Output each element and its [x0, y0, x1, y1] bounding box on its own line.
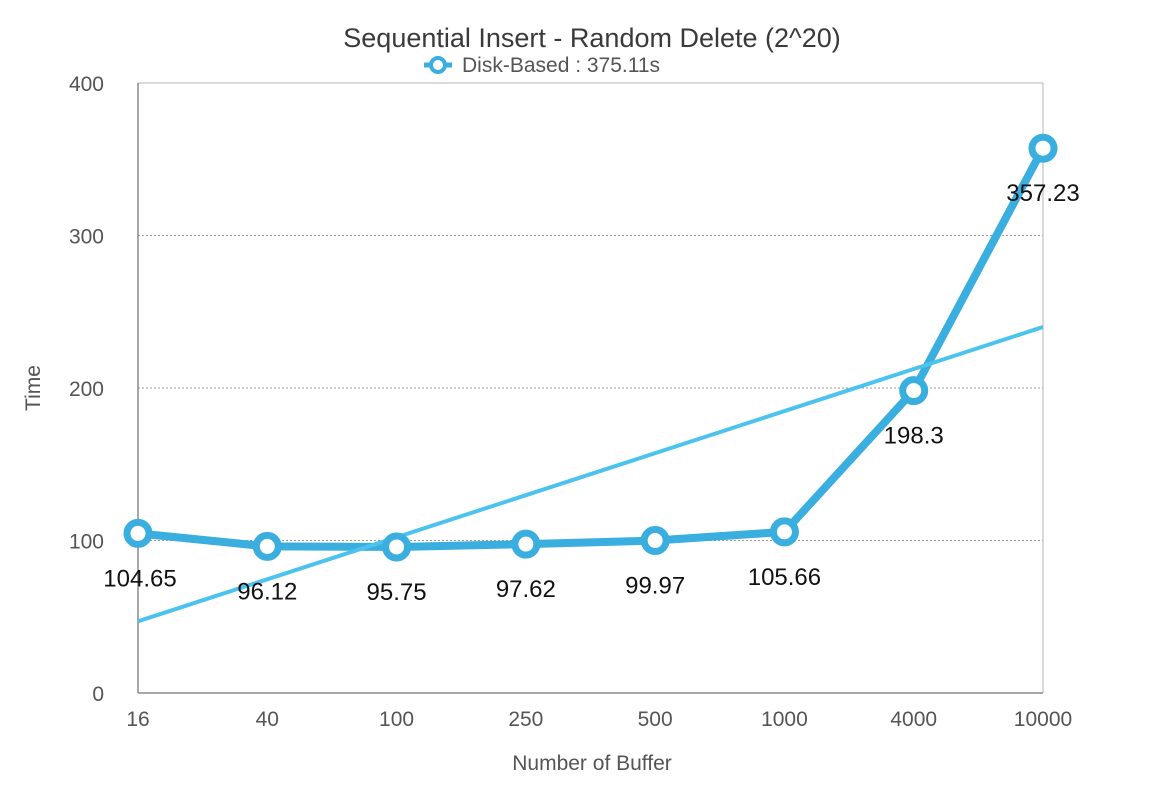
data-label-4000: 198.3	[884, 423, 944, 450]
series-disk-based	[134, 144, 1047, 551]
y-axis-title: Time	[22, 365, 45, 411]
x-tick-label-40: 40	[256, 708, 279, 731]
legend-entry-disk-based: Disk-Based : 375.11s	[462, 54, 660, 77]
y-tick-label-100: 100	[69, 531, 104, 554]
chart-title: Sequential Insert - Random Delete (2^20)	[343, 23, 840, 53]
trendline-line	[137, 325, 1044, 624]
series-line-disk-based	[134, 144, 1047, 551]
y-tick-label-0: 0	[92, 683, 104, 706]
data-label-500: 99.97	[625, 573, 685, 600]
data-label-250: 97.62	[496, 576, 556, 603]
data-point-16	[123, 518, 153, 548]
trendline	[137, 325, 1044, 624]
x-axis-title: Number of Buffer	[512, 752, 672, 775]
y-tick-label-300: 300	[69, 226, 104, 249]
legend-circle-marker	[429, 56, 447, 74]
data-label-40: 96.12	[237, 578, 297, 605]
y-tick-label-400: 400	[69, 73, 104, 96]
data-label-1000: 105.66	[748, 564, 821, 591]
data-point-100	[382, 532, 412, 562]
data-point-500	[640, 526, 670, 556]
legend: Disk-Based : 375.11s	[424, 54, 660, 77]
data-label-10000: 357.23	[1006, 180, 1079, 207]
data-label-100: 95.75	[367, 579, 427, 606]
data-point-1000	[769, 517, 799, 547]
series-points	[123, 133, 1058, 562]
x-tick-label-500: 500	[638, 708, 673, 731]
x-tick-label-1000: 1000	[761, 708, 808, 731]
x-axis-ticks: 16 40 100 250 500 1000 4000 10000	[126, 708, 1072, 731]
data-point-4000	[899, 376, 929, 406]
data-point-10000	[1028, 133, 1058, 163]
x-tick-label-16: 16	[126, 708, 149, 731]
data-point-40	[252, 531, 282, 561]
data-labels: 104.65 96.12 95.75 97.62 99.97 105.66 198.3 357…	[103, 180, 1079, 606]
x-tick-label-4000: 4000	[890, 708, 937, 731]
x-tick-label-250: 250	[508, 708, 543, 731]
data-label-16: 104.65	[103, 565, 176, 592]
data-point-250	[511, 529, 541, 559]
plot-frame	[137, 82, 1044, 694]
y-axis-ticks: 0 100 200 300 400	[69, 73, 104, 706]
x-tick-label-10000: 10000	[1014, 708, 1072, 731]
y-tick-label-200: 200	[69, 378, 104, 401]
x-tick-label-100: 100	[379, 708, 414, 731]
